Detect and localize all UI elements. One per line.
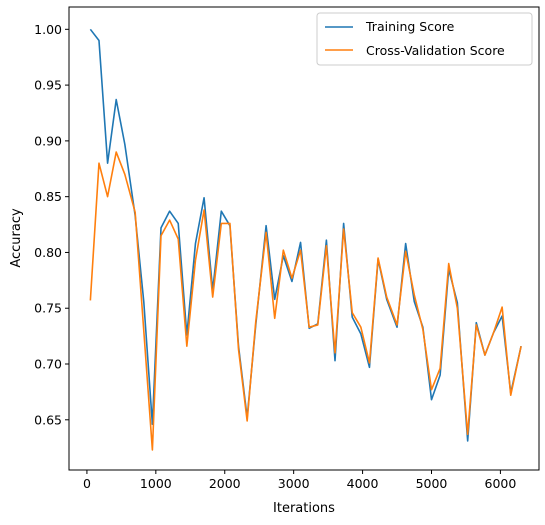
legend-box <box>316 12 533 66</box>
y-tick-label: 0.90 <box>34 133 62 148</box>
x-tick-label: 5000 <box>416 476 448 491</box>
y-tick-label: 0.80 <box>34 245 62 260</box>
y-axis-ticks: 0.65 0.70 0.75 0.80 0.85 0.90 0.95 1.00 <box>34 22 69 427</box>
x-tick-label: 2000 <box>209 476 241 491</box>
y-axis-title: Accuracy <box>9 208 24 268</box>
x-axis-ticks: 0 1000 2000 3000 4000 5000 6000 <box>83 470 516 491</box>
y-tick-label: 0.70 <box>34 357 62 372</box>
y-tick-label: 0.95 <box>34 78 62 93</box>
x-axis-title: Iterations <box>273 501 335 516</box>
legend: Training Score Cross-Validation Score <box>316 12 533 66</box>
y-tick-label: 0.65 <box>34 412 62 427</box>
y-tick-label: 1.00 <box>34 22 62 37</box>
plot-lines <box>89 28 522 451</box>
legend-label-cross-validation-score: Cross-Validation Score <box>366 43 505 58</box>
x-tick-label: 1000 <box>140 476 172 491</box>
series-line-cross-validation-score <box>89 151 522 451</box>
y-tick-label: 0.85 <box>34 189 62 204</box>
x-tick-label: 4000 <box>347 476 379 491</box>
x-tick-label: 3000 <box>278 476 310 491</box>
y-tick-label: 0.75 <box>34 301 62 316</box>
x-tick-label: 6000 <box>485 476 517 491</box>
x-tick-label: 0 <box>83 476 91 491</box>
plot-frame <box>68 6 540 471</box>
legend-label-training-score: Training Score <box>365 19 455 34</box>
